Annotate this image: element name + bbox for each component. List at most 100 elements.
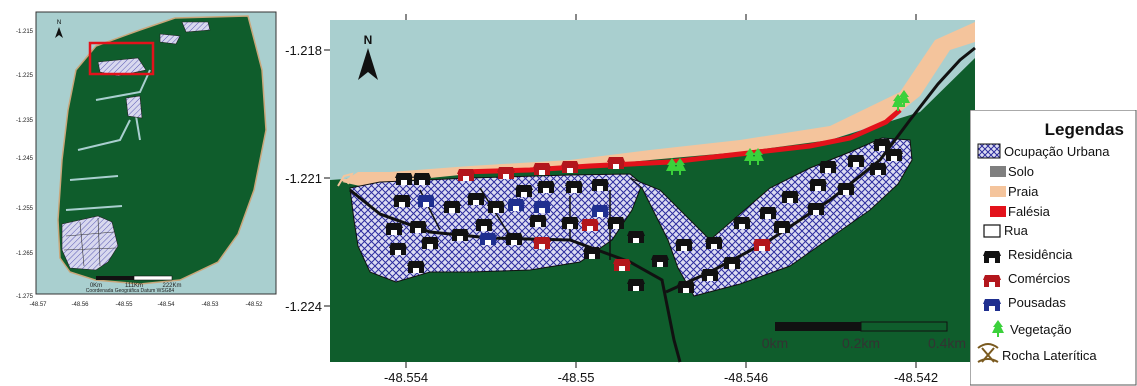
legend-label: Solo [1008, 164, 1034, 179]
laterite-rock [337, 172, 354, 187]
beach-swatch-icon [990, 186, 1006, 197]
legend-label: Pousadas [1008, 295, 1066, 310]
inset-y-tick: -1.265 [16, 251, 34, 257]
x-axis: -48.554 -48.55 -48.546 -48.542 [384, 370, 938, 385]
residence-icon [773, 221, 791, 233]
guesthouse-icon [417, 195, 435, 207]
north-label: N [364, 33, 373, 47]
residence-icon [565, 181, 583, 193]
inset-y-tick: -1.225 [16, 73, 34, 79]
house-red-icon [983, 275, 1001, 287]
residence-icon [701, 269, 719, 281]
house-blue-icon [983, 299, 1001, 311]
residence-icon [561, 217, 579, 229]
inset-x-tick: -48.57 [29, 302, 47, 308]
residence-icon [723, 257, 741, 269]
x-tick-label: -48.554 [384, 370, 428, 385]
legend-label: Vegetação [1010, 322, 1071, 337]
inset-x-tick: -48.53 [201, 302, 219, 308]
x-tick-label: -48.55 [558, 370, 595, 385]
residence-icon [421, 237, 439, 249]
residence-icon [475, 219, 493, 231]
inset-x-tick: -48.56 [71, 302, 89, 308]
residence-icon [487, 201, 505, 213]
residence-icon [393, 195, 411, 207]
commerce-icon [581, 219, 599, 231]
residence-icon [443, 201, 461, 213]
residence-icon [515, 185, 533, 197]
scalebar-label: 0km [762, 335, 788, 351]
residence-icon [385, 223, 403, 235]
inset-y-tick: -1.275 [16, 294, 34, 300]
commerce-icon [607, 157, 625, 169]
hatched-polygon-icon [977, 143, 1001, 159]
residence-icon [675, 239, 693, 251]
commerce-icon [613, 259, 631, 271]
commerce-icon [533, 163, 551, 175]
commerce-icon [753, 239, 771, 251]
scalebar-label: 0.2km [842, 335, 880, 351]
residence-icon [627, 231, 645, 243]
legend-title: Legendas [1045, 120, 1124, 139]
inset-scalebar: 0Km 111Km 222Km Coordenada Geográfica Da… [86, 275, 182, 294]
gray-swatch-icon [990, 166, 1006, 177]
x-tick-label: -48.546 [724, 370, 768, 385]
y-tick-label: -1.224 [285, 299, 322, 314]
residence-icon [759, 207, 777, 219]
residence-icon [819, 161, 837, 173]
residence-icon [529, 215, 547, 227]
residence-icon [781, 191, 799, 203]
inset-y-tick: -1.255 [16, 206, 34, 212]
inset-urban-east [159, 21, 211, 45]
inset-island [57, 15, 267, 285]
residence-icon [705, 237, 723, 249]
study-area-box [88, 41, 155, 76]
inset-scalebar-label: 222Km [162, 283, 181, 289]
y-axis: -1.218 -1.221 -1.224 [285, 43, 322, 314]
north-arrow: N [358, 33, 378, 80]
residence-icon [451, 229, 469, 241]
residence-icon [627, 279, 645, 291]
guesthouse-icon [507, 199, 525, 211]
inset-north-arrow: N [55, 20, 63, 38]
residence-icon [809, 179, 827, 191]
residence-icon [847, 155, 865, 167]
residence-icon [885, 149, 903, 161]
legend-label: Rocha Laterítica [1002, 348, 1097, 363]
y-tick-label: -1.218 [285, 43, 322, 58]
beach-strip [342, 22, 975, 186]
guesthouse-icon [479, 233, 497, 245]
inset-x-tick: -48.55 [115, 302, 133, 308]
residence-icon [537, 181, 555, 193]
legend-label: Rua [1004, 223, 1029, 238]
inset-urban-south [61, 215, 119, 271]
commerce-icon [561, 161, 579, 173]
inset-north-label: N [57, 20, 61, 26]
cliff-swatch-icon [990, 206, 1006, 217]
y-tick-label: -1.221 [285, 171, 322, 186]
residence-icon [677, 281, 695, 293]
commerce-icon [533, 237, 551, 249]
residence-icon [505, 233, 523, 245]
commerce-icon [457, 169, 475, 181]
residence-icon [467, 193, 485, 205]
residence-icon [607, 217, 625, 229]
residence-icon [807, 203, 825, 215]
tree-icon [992, 320, 1004, 337]
guesthouse-icon [533, 201, 551, 213]
inset-x-tick: -48.52 [245, 302, 263, 308]
inset-channel [65, 69, 151, 211]
residence-icon [837, 183, 855, 195]
inset-y-tick: -1.235 [16, 118, 34, 124]
inset-x-tick: -48.54 [157, 302, 175, 308]
residence-icon [389, 243, 407, 255]
inset-y-tick: -1.215 [16, 29, 34, 35]
guesthouse-icon [591, 205, 609, 217]
house-black-icon [983, 251, 1001, 263]
inset-y-tick: -1.245 [16, 156, 34, 162]
main-map: N 0km 0.2km 0.4km -1.218 -1.221 -1.224 -… [285, 14, 976, 385]
legend-label: Falésia [1008, 204, 1051, 219]
legend-label: Comércios [1008, 271, 1071, 286]
commerce-icon [497, 167, 515, 179]
inset-scalebar-label: 0Km [90, 283, 102, 289]
